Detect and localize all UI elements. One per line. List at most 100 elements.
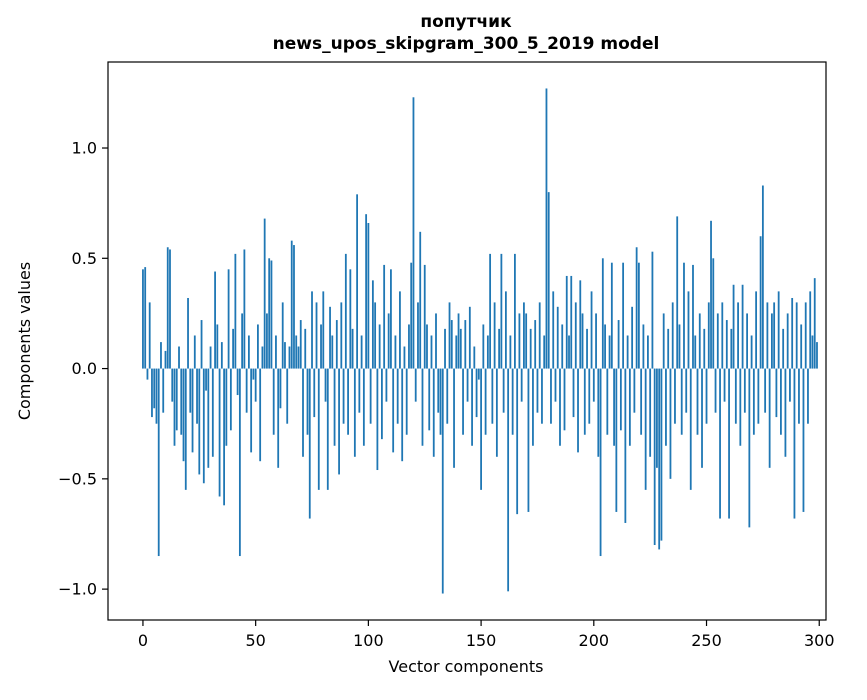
bar (184, 368, 187, 490)
bar (683, 262, 685, 369)
bar (619, 368, 622, 431)
bar (471, 368, 473, 446)
x-tick-label: 50 (245, 631, 265, 650)
bar (414, 368, 417, 402)
bar (202, 368, 205, 484)
bar (637, 262, 640, 369)
bar (426, 324, 428, 369)
bar (667, 328, 670, 369)
y-axis-label: Components values (15, 262, 34, 420)
bar (453, 368, 455, 468)
bar (705, 368, 708, 424)
bar (148, 302, 151, 369)
x-axis-ticks: 0 50 100 150 200 250 300 (138, 620, 835, 650)
bar (624, 368, 627, 523)
bar (777, 291, 780, 369)
x-tick-label: 200 (579, 631, 610, 650)
bar (495, 368, 498, 457)
bar (764, 368, 767, 413)
bar (304, 328, 307, 369)
bar (613, 368, 615, 446)
bar (656, 368, 658, 468)
bar (662, 313, 665, 369)
bar (220, 342, 223, 369)
bar (394, 335, 397, 369)
bar (696, 368, 699, 435)
bar (541, 368, 543, 424)
bar (360, 335, 363, 369)
bar (610, 262, 613, 369)
bar (604, 324, 606, 369)
bar (326, 368, 329, 490)
bar (484, 368, 487, 435)
bar (525, 313, 528, 369)
bar (550, 368, 552, 424)
bar (592, 368, 595, 402)
bar (306, 368, 309, 435)
bar (556, 306, 559, 369)
bar (315, 302, 318, 369)
bar (752, 368, 755, 435)
bar (782, 328, 785, 369)
bar (586, 328, 588, 369)
bar (588, 368, 591, 424)
bar (252, 368, 255, 380)
bar (545, 88, 548, 369)
bar (385, 368, 388, 402)
x-tick-label: 300 (804, 631, 835, 650)
bar (520, 368, 523, 402)
bar (468, 306, 471, 369)
bar (739, 368, 742, 446)
bar (435, 313, 437, 369)
bar (813, 278, 816, 369)
bar (378, 324, 381, 369)
bar (725, 320, 728, 369)
bar (288, 346, 291, 369)
bar (802, 368, 805, 512)
bar (601, 258, 604, 369)
bar (649, 368, 652, 457)
bar (570, 275, 573, 369)
bar (793, 368, 796, 519)
bar (171, 368, 174, 402)
bar (459, 328, 462, 369)
bar (710, 220, 712, 369)
bar (516, 368, 519, 515)
bar (166, 247, 169, 369)
bar (482, 324, 485, 369)
bar (207, 368, 210, 468)
bar (464, 320, 467, 369)
bar (597, 368, 600, 457)
bar (189, 368, 192, 413)
bar (622, 262, 625, 369)
bar (811, 335, 814, 369)
bar (155, 368, 158, 424)
bar (281, 302, 284, 369)
bar (486, 335, 489, 369)
bar (534, 320, 537, 369)
bar (685, 368, 688, 413)
bar (164, 350, 167, 369)
bar (162, 368, 165, 413)
bar (349, 269, 352, 369)
bar (678, 324, 681, 369)
bar (444, 328, 446, 369)
bar (331, 335, 334, 369)
y-axis-ticks: −1.0 −0.5 0.0 0.5 1.0 (58, 139, 108, 599)
bar (450, 320, 453, 369)
bar (209, 346, 212, 369)
bar (338, 368, 340, 475)
bar (658, 368, 661, 550)
bar (579, 280, 582, 369)
bar (153, 368, 156, 409)
bar (261, 346, 264, 369)
bar (293, 245, 295, 369)
bar (595, 313, 597, 369)
bar (606, 368, 609, 435)
bar (568, 335, 570, 369)
bar (480, 368, 482, 490)
bar (142, 269, 144, 369)
bar (347, 368, 349, 435)
bar (371, 280, 374, 369)
bar (243, 249, 246, 369)
